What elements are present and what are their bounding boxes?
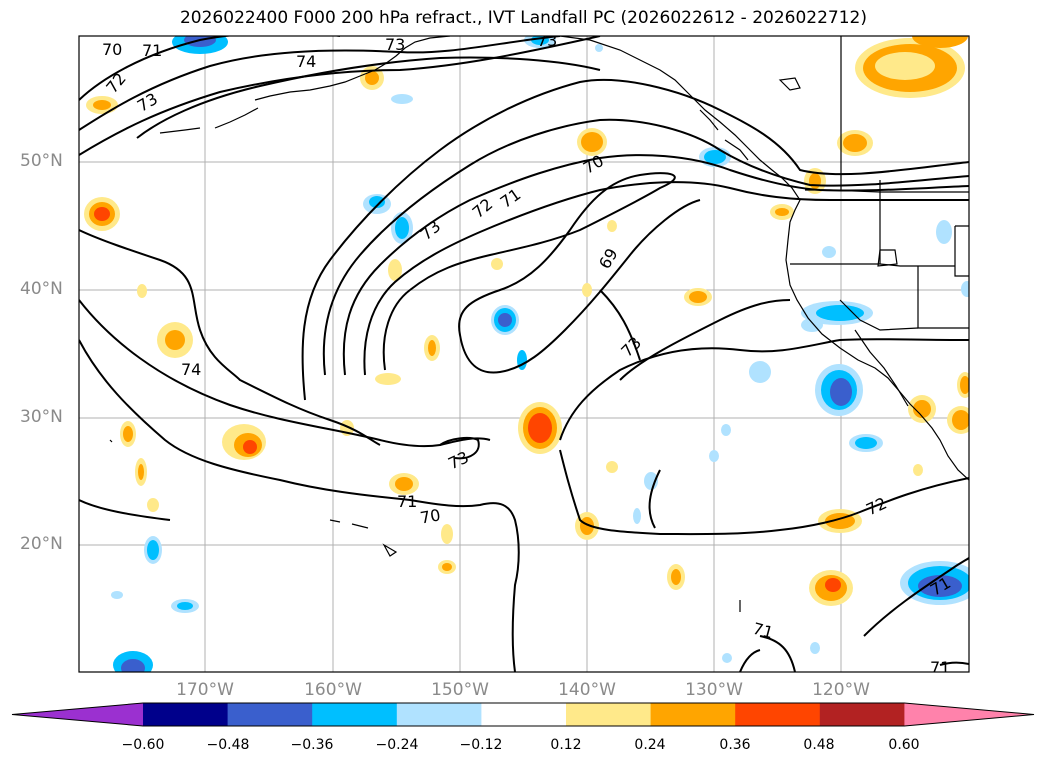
lat-label: 40°N	[20, 279, 63, 299]
colorbar-tick: 0.36	[719, 737, 751, 753]
contour-label: 71	[142, 41, 162, 60]
lat-label: 30°N	[20, 407, 63, 427]
contour-label: 71	[930, 658, 950, 677]
lon-label: 170°W	[176, 680, 234, 700]
colorbar-tick: 0.48	[803, 737, 835, 753]
colorbar-tick: 0.24	[634, 737, 666, 753]
contour-label: 70	[102, 40, 122, 59]
contour-lines	[79, 36, 969, 672]
colorbar-tick: 0.60	[888, 737, 920, 753]
lon-label: 130°W	[685, 680, 743, 700]
lon-label: 140°W	[558, 680, 616, 700]
lon-label: 150°W	[431, 680, 489, 700]
colorbar-tick: −0.60	[121, 737, 165, 753]
lat-label: 50°N	[20, 151, 63, 171]
contour-label: 74	[296, 52, 316, 71]
lon-label: 160°W	[304, 680, 362, 700]
map-frame	[78, 35, 970, 673]
coastlines	[109, 36, 969, 612]
colorbar-tick: −0.12	[459, 737, 503, 753]
contour-label: 70	[419, 505, 442, 527]
lon-label: 120°W	[812, 680, 870, 700]
contour-labels: 70 71 72 73 74 73 73 73 72 71 70 69 73 7…	[102, 31, 954, 677]
contour-label: 73	[385, 35, 405, 54]
filled-anomalies	[84, 36, 969, 672]
colorbar-tick: 0.12	[550, 737, 582, 753]
colorbar-tick: −0.36	[290, 737, 334, 753]
contour-label: 73	[537, 31, 557, 50]
contour-label: 71	[751, 619, 776, 643]
colorbar-tick: −0.48	[206, 737, 250, 753]
colorbar-tick: −0.24	[375, 737, 419, 753]
map-title: 2026022400 F000 200 hPa refract., IVT La…	[179, 8, 867, 28]
contour-label: 74	[181, 360, 201, 379]
contour-label: 71	[397, 492, 417, 511]
lat-label: 20°N	[20, 534, 63, 554]
